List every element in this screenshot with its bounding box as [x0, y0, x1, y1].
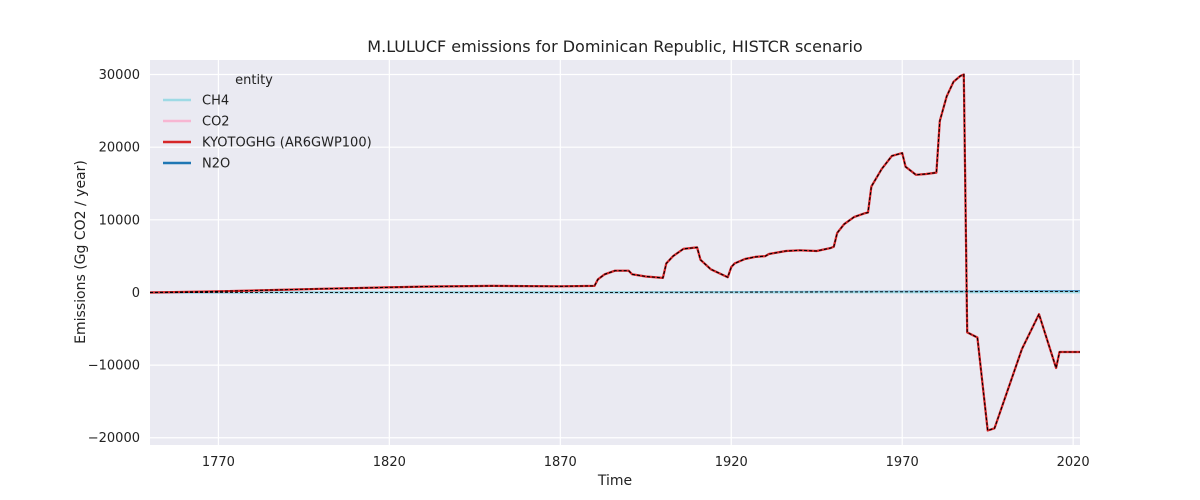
x-tick-label: 2020	[1057, 455, 1090, 470]
y-tick-label: 10000	[99, 213, 140, 228]
y-tick-label: −10000	[88, 359, 140, 374]
series-lines	[149, 73, 1081, 432]
x-tick-label: 1770	[202, 455, 235, 470]
legend-entry: N2O	[202, 157, 230, 172]
y-tick-label: 0	[132, 286, 140, 301]
y-axis-label: Emissions (Gg CO2 / year)	[73, 160, 89, 344]
y-tick-label: 20000	[99, 141, 140, 156]
legend-entry: KYOTOGHG (AR6GWP100)	[202, 136, 372, 151]
x-tick-label: 1920	[715, 455, 748, 470]
legend-entry: CH4	[202, 94, 229, 109]
series-line-n2o-overlay	[149, 290, 1081, 293]
legend: entity CH4 CO2 KYOTOGHG (AR6GWP100) N2O	[163, 73, 372, 172]
y-tick-label: −20000	[88, 431, 140, 446]
x-tick-labels: 1770 1820 1870 1920 1970 2020	[202, 455, 1090, 470]
x-axis-label: Time	[597, 473, 632, 489]
x-tick-label: 1870	[544, 455, 577, 470]
plot-area	[150, 60, 1080, 445]
grid-lines	[150, 60, 1080, 445]
chart-title: M.LULUCF emissions for Dominican Republi…	[367, 37, 862, 56]
x-tick-label: 1820	[373, 455, 406, 470]
legend-title: entity	[235, 73, 273, 88]
x-tick-label: 1970	[886, 455, 919, 470]
series-line-kyotoghg-overlay	[149, 73, 1080, 432]
y-tick-labels: −20000 −10000 0 10000 20000 30000	[88, 68, 140, 446]
legend-entry: CO2	[202, 115, 230, 130]
y-tick-label: 30000	[99, 68, 140, 83]
